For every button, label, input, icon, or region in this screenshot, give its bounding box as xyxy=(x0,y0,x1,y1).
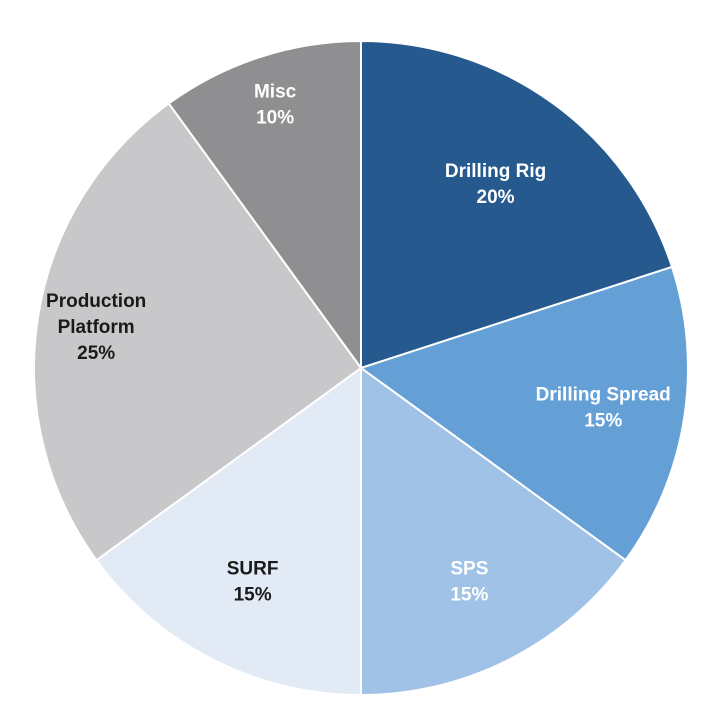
slice-category-label: Production xyxy=(46,291,146,312)
slice-category-label: Drilling Spread xyxy=(536,384,671,405)
slice-percent-label: 15% xyxy=(450,585,488,606)
slice-percent-label: 25% xyxy=(77,343,115,364)
slice-percent-label: 15% xyxy=(584,410,622,431)
pie-slice-0 xyxy=(360,39,674,370)
slice-category-label: Platform xyxy=(58,317,135,338)
slice-percent-label: 10% xyxy=(256,108,294,129)
slice-category-label: Misc xyxy=(254,82,297,103)
slice-category-label: Drilling Rig xyxy=(445,161,546,182)
slice-category-label: SPS xyxy=(450,559,488,580)
pie-labels: Drilling Rig 20% Drilling Spread 15% SPS 15% S… xyxy=(46,82,671,606)
slice-percent-label: 20% xyxy=(477,187,515,208)
slice-percent-label: 15% xyxy=(234,585,272,606)
pie-slice-3 xyxy=(95,366,362,697)
pie-slice-5 xyxy=(167,39,362,372)
pie-slice-4 xyxy=(32,102,363,562)
pie-slice-2 xyxy=(360,366,627,697)
pie-slice-1 xyxy=(358,265,689,562)
slice-category-label: SURF xyxy=(227,559,279,580)
pie-slices xyxy=(32,39,689,697)
